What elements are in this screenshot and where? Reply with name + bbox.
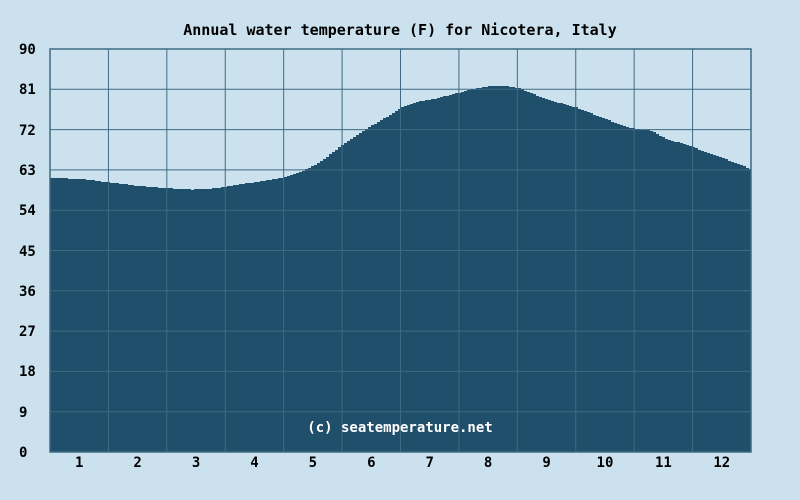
y-tick-label: 18 — [19, 364, 36, 381]
x-tick-label: 12 — [713, 455, 731, 471]
plot-frame — [49, 48, 752, 453]
y-tick-label: 81 — [19, 82, 36, 99]
x-tick-label: 10 — [596, 455, 614, 471]
y-tick-label: 36 — [19, 283, 36, 300]
chart-title: Annual water temperature (F) for Nicoter… — [183, 21, 617, 39]
y-tick-label: 27 — [19, 324, 36, 341]
y-tick-label: 63 — [19, 162, 36, 179]
x-tick-label: 8 — [483, 455, 493, 471]
y-tick-label: 72 — [19, 122, 36, 139]
y-tick-label: 9 — [19, 404, 28, 421]
x-tick-label: 11 — [654, 455, 672, 471]
y-tick-label: 54 — [19, 203, 36, 220]
x-tick-label: 6 — [367, 455, 376, 471]
x-tick-label: 5 — [308, 455, 318, 471]
x-tick-label: 2 — [133, 455, 142, 471]
y-tick-label: 0 — [19, 445, 28, 461]
x-tick-label: 3 — [191, 455, 201, 471]
watermark: (c) seatemperature.net — [307, 420, 493, 436]
x-tick-label: 4 — [250, 455, 259, 471]
y-tick-label: 90 — [19, 42, 36, 58]
y-tick-label: 45 — [19, 243, 36, 260]
x-tick-label: 1 — [74, 455, 84, 471]
x-tick-label: 7 — [425, 455, 434, 471]
x-tick-label: 9 — [542, 455, 551, 471]
